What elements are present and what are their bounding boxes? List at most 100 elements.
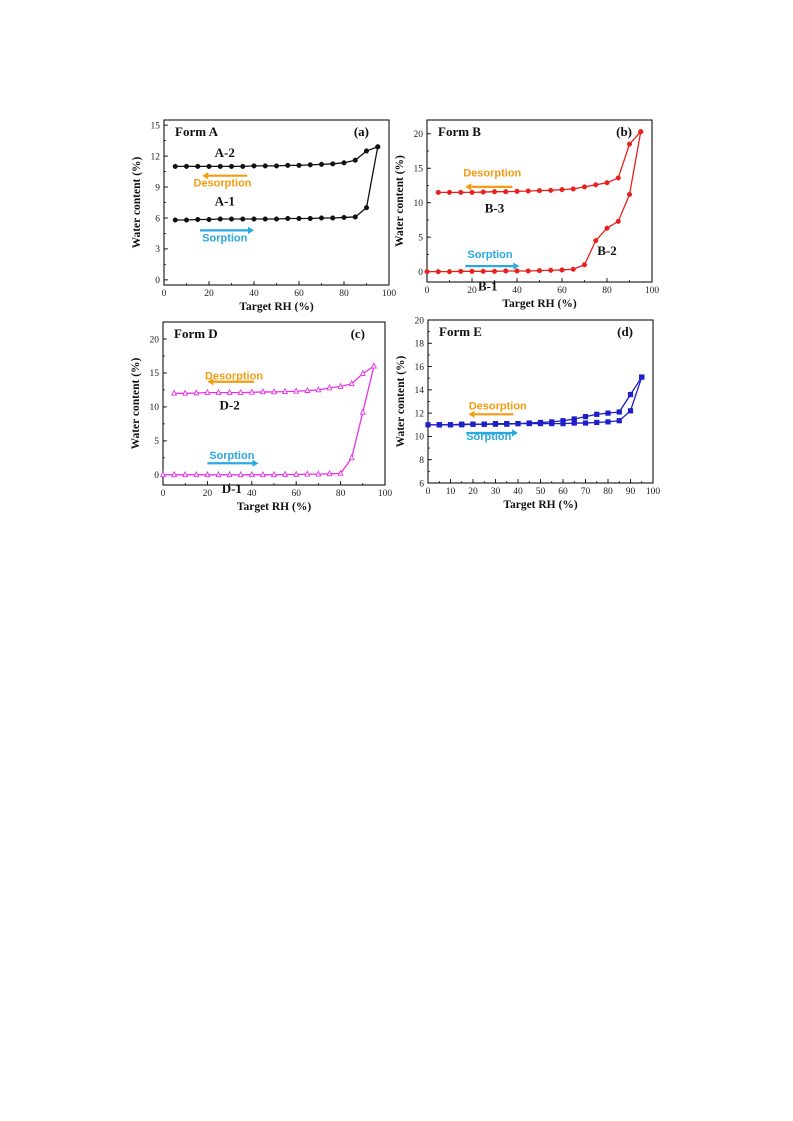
x-axis-title: Target RH (%) bbox=[502, 298, 576, 310]
data-point bbox=[304, 470, 311, 477]
x-tick-label: 80 bbox=[602, 286, 612, 296]
x-tick-label: 0 bbox=[426, 487, 431, 497]
data-point bbox=[604, 225, 610, 231]
sorption-label: Sorption bbox=[202, 233, 247, 245]
data-point bbox=[206, 216, 212, 223]
x-tick-label: 60 bbox=[294, 289, 304, 299]
series-c-2 bbox=[171, 362, 377, 396]
data-point bbox=[469, 189, 475, 195]
data-point bbox=[582, 420, 589, 426]
data-point bbox=[240, 163, 246, 169]
panel-label: (a) bbox=[354, 124, 369, 139]
data-point bbox=[318, 161, 325, 167]
data-point bbox=[424, 269, 430, 275]
y-tick-label: 0 bbox=[154, 471, 159, 481]
y-tick-label: 20 bbox=[414, 130, 424, 140]
data-point bbox=[293, 470, 300, 477]
x-tick-label: 100 bbox=[646, 487, 661, 497]
y-tick-label: 12 bbox=[415, 409, 425, 419]
x-tick-label: 40 bbox=[249, 289, 259, 299]
data-point bbox=[215, 470, 222, 478]
data-point bbox=[259, 388, 266, 395]
data-point bbox=[446, 189, 453, 195]
data-point bbox=[459, 422, 465, 428]
desorption-label: Desorption bbox=[469, 401, 527, 413]
data-point bbox=[226, 470, 233, 478]
data-point bbox=[491, 189, 498, 195]
x-tick-label: 10 bbox=[446, 487, 456, 497]
data-point bbox=[193, 470, 200, 478]
data-point bbox=[504, 421, 510, 427]
data-point bbox=[293, 387, 300, 394]
data-point bbox=[348, 453, 355, 461]
data-point bbox=[446, 269, 453, 275]
x-tick-label: 0 bbox=[162, 289, 167, 299]
data-point bbox=[248, 470, 255, 478]
y-tick-label: 10 bbox=[150, 403, 160, 413]
data-point bbox=[251, 163, 257, 169]
form-title: Form A bbox=[175, 124, 219, 139]
data-point bbox=[582, 414, 589, 420]
data-point bbox=[240, 216, 246, 222]
data-point bbox=[370, 362, 377, 369]
data-point bbox=[363, 148, 370, 154]
data-point bbox=[359, 408, 366, 415]
data-point bbox=[526, 420, 532, 426]
y-tick-label: 15 bbox=[150, 369, 160, 379]
x-tick-label: 0 bbox=[161, 489, 166, 499]
desorption-label: Desorption bbox=[193, 178, 251, 190]
y-tick-label: 6 bbox=[155, 214, 160, 224]
data-point bbox=[503, 189, 509, 195]
data-point bbox=[270, 470, 278, 478]
panel-label: (b) bbox=[616, 124, 632, 139]
data-point bbox=[581, 184, 588, 190]
x-tick-label: 50 bbox=[536, 487, 546, 497]
plot-frame-c bbox=[162, 321, 386, 486]
data-point bbox=[259, 470, 266, 478]
data-point bbox=[593, 238, 599, 244]
series-b-2 bbox=[435, 129, 644, 195]
data-point bbox=[204, 470, 211, 478]
series-c-1 bbox=[159, 362, 377, 478]
data-point bbox=[559, 187, 565, 193]
data-point bbox=[435, 189, 441, 195]
y-axis-title: Water content (%) bbox=[394, 155, 406, 247]
data-point bbox=[183, 217, 190, 223]
data-point bbox=[363, 205, 370, 211]
data-point bbox=[330, 161, 336, 167]
data-point bbox=[605, 410, 611, 416]
panel-d: 0 10 20 30 40 50 60 70 80 90 100 6 8 10 12 14 16 18 20 Targ… bbox=[395, 316, 660, 511]
y-tick-label: 5 bbox=[418, 233, 423, 243]
sorption-annotation: Sorption bbox=[466, 429, 518, 443]
curve-label: D-2 bbox=[219, 398, 239, 413]
data-point bbox=[605, 419, 611, 425]
data-point bbox=[337, 469, 344, 476]
data-point bbox=[296, 215, 302, 222]
y-tick-label: 14 bbox=[415, 386, 425, 396]
y-tick-label: 0 bbox=[155, 276, 160, 286]
y-axis-title: Water content (%) bbox=[131, 156, 143, 248]
data-point bbox=[594, 411, 600, 417]
curve-label: B-3 bbox=[485, 200, 505, 215]
data-point bbox=[548, 187, 554, 193]
form-title: Form B bbox=[438, 124, 481, 139]
desorption-label: Desorption bbox=[463, 168, 521, 180]
data-point bbox=[270, 388, 278, 395]
y-tick-label: 12 bbox=[151, 152, 161, 162]
arrow-head bbox=[202, 172, 209, 180]
data-point bbox=[285, 162, 291, 168]
data-point bbox=[615, 218, 621, 224]
desorption-label: Desorption bbox=[205, 371, 263, 383]
data-point bbox=[375, 144, 381, 150]
data-point bbox=[217, 163, 223, 169]
data-point bbox=[352, 157, 358, 163]
curve-label: A-2 bbox=[215, 145, 235, 160]
data-point bbox=[559, 267, 565, 273]
y-tick-label: 6 bbox=[419, 479, 424, 489]
data-point bbox=[514, 268, 520, 274]
data-point bbox=[515, 421, 521, 427]
data-point bbox=[171, 470, 178, 478]
data-point bbox=[217, 216, 223, 222]
data-point bbox=[616, 418, 622, 424]
x-tick-label: 60 bbox=[291, 489, 301, 499]
